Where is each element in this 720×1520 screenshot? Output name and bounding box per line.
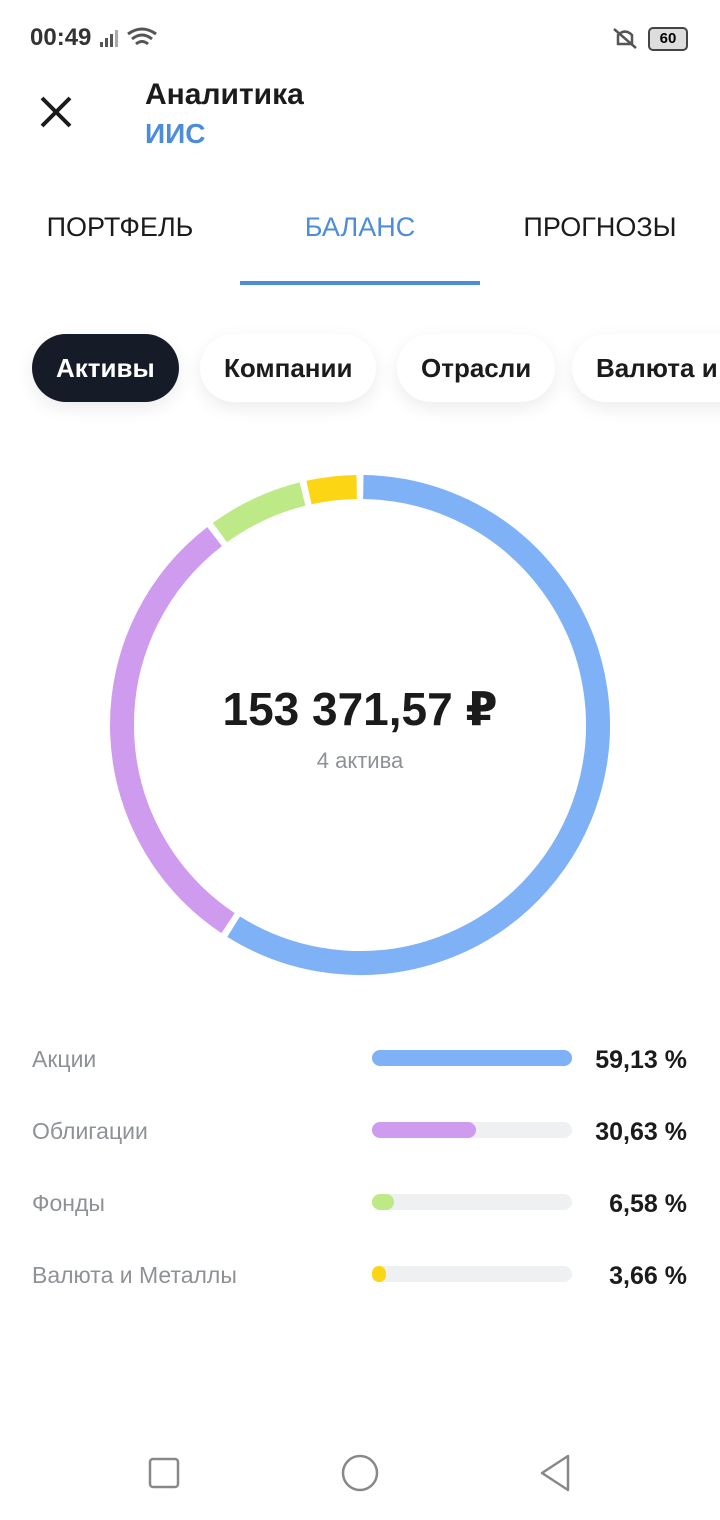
legend-value: 30,63 % — [595, 1118, 687, 1146]
bar-fill — [372, 1266, 386, 1282]
donut-segment — [110, 527, 235, 934]
bar-fill — [372, 1122, 476, 1138]
bar-fill — [372, 1050, 572, 1066]
legend-value: 3,66 % — [609, 1262, 687, 1290]
filter-chip[interactable]: Компании — [200, 334, 377, 402]
filter-chip[interactable]: Отрасли — [397, 334, 556, 402]
header-subtitle: ИИС — [145, 118, 206, 149]
legend-value: 59,13 % — [595, 1046, 687, 1074]
filter-chip-active[interactable]: Активы — [32, 334, 179, 402]
filter-chip[interactable]: Валюта и — [572, 334, 720, 402]
bar-track — [372, 1194, 572, 1210]
legend-label: Валюта и Металлы — [32, 1262, 237, 1288]
battery: 60 — [648, 27, 688, 51]
legend-label: Облигации — [32, 1118, 148, 1144]
close-button[interactable] — [38, 94, 74, 130]
tab-active[interactable]: БАЛАНС — [304, 212, 416, 242]
mute-icon — [613, 28, 637, 49]
status-icons — [100, 27, 157, 47]
legend-value: 6,58 % — [609, 1190, 687, 1218]
legend-label: Фонды — [32, 1190, 105, 1216]
tab[interactable]: ПОРТФЕЛЬ — [46, 212, 194, 242]
bar-track — [372, 1266, 572, 1282]
header-title: Аналитика — [145, 78, 304, 111]
tab[interactable]: ПРОГНОЗЫ — [523, 212, 677, 242]
total-value: 153 371,57 ₽ — [222, 683, 498, 735]
donut-segment — [227, 475, 610, 975]
nav-bar — [148, 1454, 570, 1492]
asset-count: 4 актива — [316, 748, 404, 773]
status-time: 00:49 — [30, 24, 92, 51]
donut-segment — [212, 482, 306, 543]
bar-fill — [372, 1194, 395, 1210]
tab-indicator — [240, 281, 480, 285]
donut-chart — [110, 475, 610, 975]
donut-segment — [306, 475, 358, 505]
legend-label: Акции — [32, 1046, 97, 1072]
